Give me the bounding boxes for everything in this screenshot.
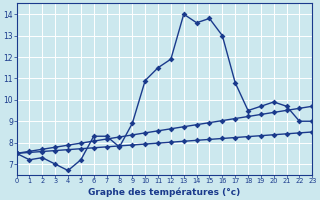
X-axis label: Graphe des températures (°c): Graphe des températures (°c) <box>88 187 241 197</box>
